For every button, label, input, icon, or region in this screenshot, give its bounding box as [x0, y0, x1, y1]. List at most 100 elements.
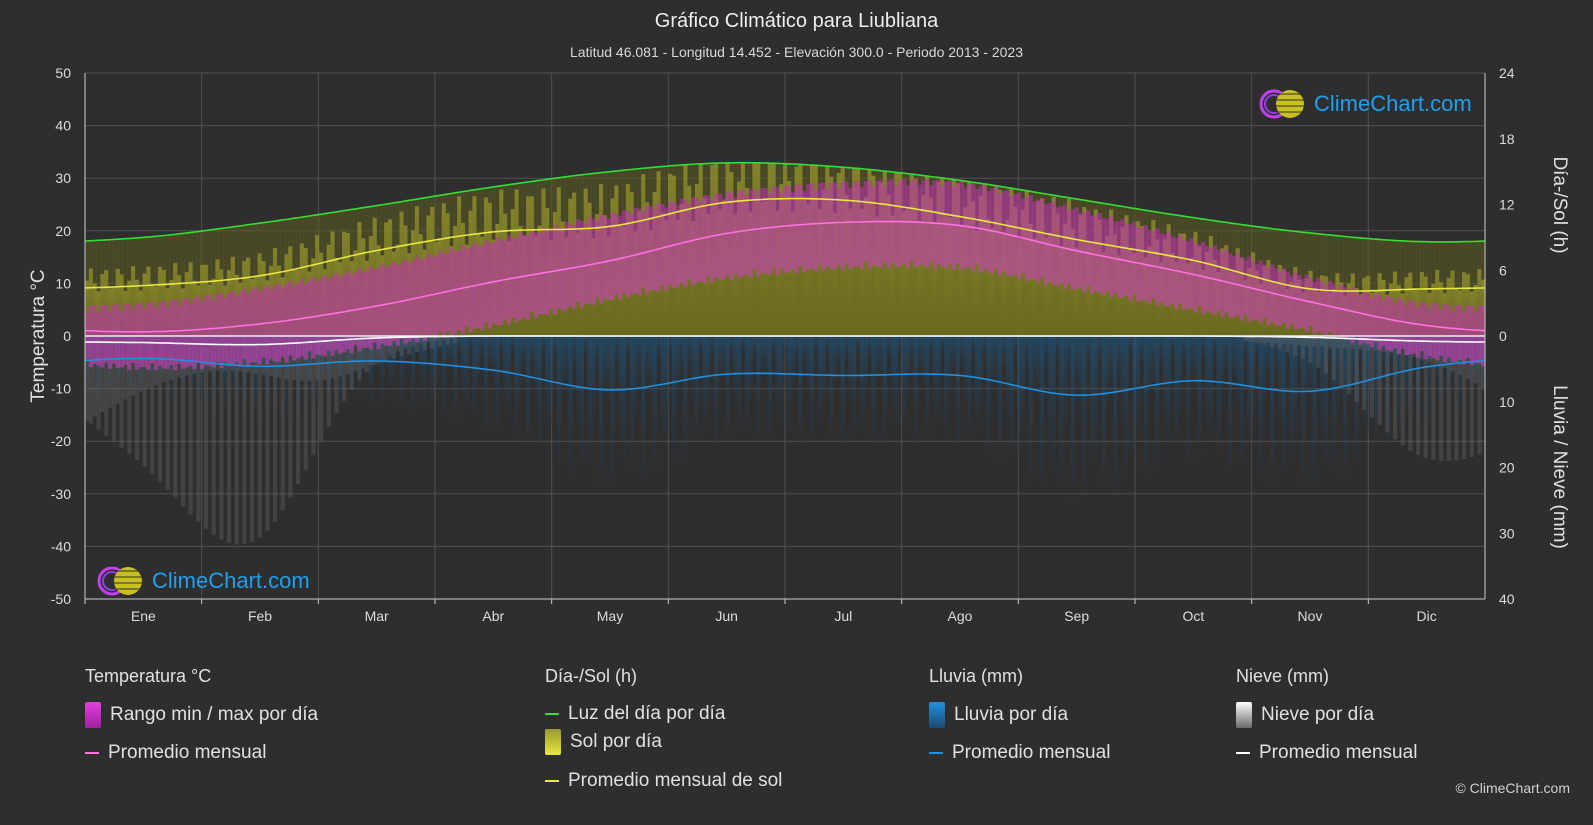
temperature-range-bar: [875, 180, 880, 267]
snow-bar: [234, 336, 239, 545]
sunshine-bar: [790, 211, 795, 336]
rain-bar: [859, 336, 865, 428]
daylight-bar: [1385, 240, 1390, 336]
temperature-range-bar: [307, 280, 312, 352]
logo-text: ClimeChart.com: [152, 568, 310, 593]
temperature-range-bar: [207, 294, 212, 367]
temperature-range-bar: [1028, 195, 1033, 279]
temperature-range-bar: [905, 185, 911, 269]
legend-label: Promedio mensual: [1259, 742, 1418, 763]
legend-title-sun: Día-/Sol (h): [545, 666, 638, 686]
snow-bar: [85, 336, 90, 421]
daylight-bar: [154, 236, 159, 336]
snow-bar: [150, 336, 155, 474]
temperature-range-bar: [925, 179, 930, 268]
legend-swatch: [1236, 752, 1250, 754]
snow-bar: [1461, 336, 1467, 459]
y-right-top-tick-label: 24: [1499, 65, 1515, 81]
temperature-range-bar: [1231, 256, 1237, 318]
rain-bar: [660, 336, 665, 438]
rain-bar: [583, 336, 588, 357]
sunshine-bar: [733, 214, 738, 336]
temperature-range-bar: [836, 188, 842, 266]
temperature-range-bar: [645, 205, 650, 295]
temperature-range-bar: [1047, 203, 1052, 282]
sunshine-bar: [1001, 231, 1006, 336]
snow-bar: [1454, 336, 1459, 461]
rain-bar: [1201, 336, 1206, 359]
temperature-range-bar: [1366, 292, 1371, 345]
rain-bar: [1343, 336, 1348, 476]
rain-bar: [1112, 336, 1118, 493]
rain-bar: [832, 336, 838, 388]
rain-bar: [959, 336, 964, 367]
temperature-range-bar: [388, 265, 393, 346]
rain-bar: [882, 336, 888, 443]
sunshine-bar: [1028, 223, 1033, 336]
rain-bar: [1373, 336, 1379, 446]
rain-bar: [752, 336, 757, 360]
rain-bar: [771, 336, 776, 355]
rain-bar: [587, 336, 592, 461]
rain-bar: [403, 336, 408, 370]
temperature-range-bar: [721, 198, 726, 280]
temperature-range-bar: [526, 235, 531, 321]
rain-bar: [572, 336, 577, 368]
rain-bar: [1266, 336, 1271, 385]
rain-bar: [1415, 336, 1421, 423]
rain-bar: [430, 336, 435, 401]
rain-bar: [740, 336, 746, 352]
rain-bar: [668, 336, 673, 358]
temperature-range-bar: [506, 235, 512, 325]
snow-bar: [384, 336, 389, 361]
rain-bar: [1208, 336, 1214, 437]
rain-bar: [1446, 336, 1451, 403]
snow-bar: [1392, 336, 1398, 440]
temperature-range-bar: [848, 187, 853, 270]
rain-bar: [1078, 336, 1083, 417]
logo-text: ClimeChart.com: [1314, 91, 1472, 116]
rain-bar: [1231, 336, 1237, 376]
temperature-range-bar: [92, 305, 97, 364]
snow-bar: [265, 336, 270, 531]
temperature-range-bar: [648, 206, 654, 290]
temperature-range-bar: [940, 185, 945, 268]
temperature-range-bar: [602, 215, 608, 299]
snow-bar: [249, 336, 255, 542]
rain-bar: [1435, 336, 1440, 386]
snow-bar: [411, 336, 416, 346]
rain-bar: [986, 336, 991, 454]
temperature-range-bar: [249, 289, 255, 363]
legend-swatch: [929, 702, 945, 728]
rain-bar: [909, 336, 914, 362]
snow-bar: [1247, 336, 1252, 342]
daylight-line: [84, 161, 1486, 243]
rain-bar: [545, 336, 550, 435]
snow-bar: [368, 336, 374, 366]
rain-bar: [1109, 336, 1114, 386]
temperature-range-bar: [913, 178, 918, 268]
rain-bar: [1185, 336, 1191, 461]
rain-bar: [549, 336, 554, 425]
sunshine-bar: [901, 211, 907, 336]
snow-bar: [1270, 336, 1275, 347]
temperature-range-bar: [867, 180, 872, 269]
rain-bar: [1155, 336, 1160, 471]
rain-bar: [1335, 336, 1340, 422]
rain-bar: [1170, 336, 1175, 355]
temperature-range-bar: [1043, 204, 1049, 286]
temperature-range-bar: [641, 211, 646, 288]
logo-bottom: ClimeChart.com: [96, 565, 310, 597]
legend-label: Promedio mensual de sol: [568, 770, 783, 791]
rain-bar: [656, 336, 661, 359]
temperature-range-bar: [483, 240, 489, 323]
rain-bar: [1247, 336, 1252, 444]
temperature-range-bar: [1438, 310, 1444, 356]
temperature-range-bar: [533, 232, 539, 319]
temperature-range-bar: [242, 288, 247, 360]
sunshine-bar: [1435, 269, 1440, 336]
sunshine-bar: [142, 273, 147, 336]
legend-item-daylight: Luz del día por día: [545, 703, 725, 725]
rain-bar: [1074, 336, 1079, 389]
rain-bar: [1147, 336, 1152, 395]
